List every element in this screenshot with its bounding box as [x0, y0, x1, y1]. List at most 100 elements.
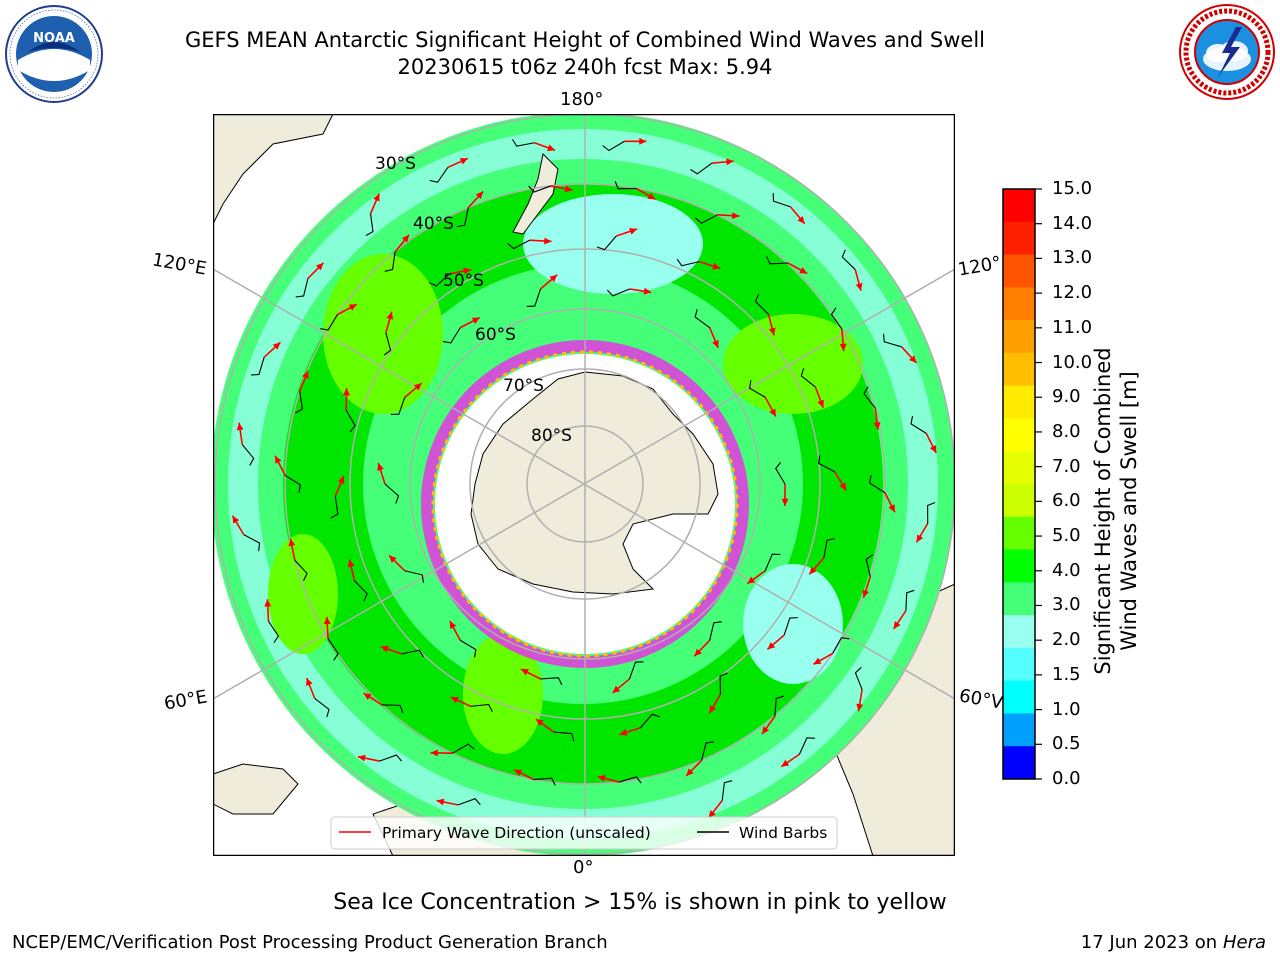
wind-barb: [690, 162, 713, 175]
wind-barb: [383, 332, 392, 356]
colorbar-cell: [1003, 451, 1035, 485]
wave-direction-arrowhead: [377, 463, 384, 471]
wind-barb: [695, 214, 718, 224]
wave-direction-arrowhead: [363, 693, 372, 701]
wind-barb: [883, 333, 902, 348]
wave-calm-region-2: [743, 564, 843, 684]
wave-direction-arrowhead: [873, 422, 881, 430]
colorbar-cell: [1003, 254, 1035, 288]
wave-direction-arrowhead: [856, 703, 864, 712]
wave-direction-arrowhead: [306, 677, 313, 686]
wave-direction-arrowhead: [726, 158, 734, 166]
wind-barb: [540, 677, 563, 686]
wind-barb: [452, 743, 475, 754]
wind-barb: [606, 288, 630, 297]
colorbar-tick-label: 7.0: [1052, 455, 1081, 477]
colorbar-cell: [1003, 418, 1035, 452]
wave-direction-arrowhead: [712, 262, 721, 270]
wind-barb: [345, 409, 356, 433]
wave-direction-arrowhead: [732, 212, 740, 220]
wind-barb: [602, 140, 625, 152]
wave-direction-arrowhead: [475, 191, 484, 200]
wind-barb: [694, 309, 711, 329]
wind-barb: [379, 754, 403, 762]
wind-barb: [719, 672, 728, 695]
wave-direction-arrowhead: [809, 566, 817, 575]
wave-direction-arrowhead: [535, 719, 544, 727]
wave-max-region-2: [463, 634, 543, 754]
wave-direction-arrowhead: [337, 475, 345, 484]
wave-direction-arrowhead: [386, 311, 394, 320]
wave-direction-arrowhead: [449, 621, 457, 630]
wave-direction-arrowhead: [769, 408, 776, 417]
colorbar-tick-label: 3.0: [1052, 594, 1081, 616]
colorbar-tick-label: 12.0: [1052, 282, 1093, 304]
wind-barb: [243, 534, 261, 552]
colorbar-label: Significant Height of Combined Wind Wave…: [1090, 311, 1142, 711]
colorbar-tick-label: 0.5: [1052, 733, 1081, 755]
colorbar-cell: [1003, 221, 1035, 256]
wind-barb: [267, 620, 280, 644]
vector-layer: [231, 137, 937, 819]
wind-barb: [250, 357, 265, 376]
wave-direction-arrowhead: [747, 576, 756, 584]
wind-barb: [320, 314, 338, 331]
wind-barb: [384, 483, 400, 504]
wind-barb: [526, 288, 542, 308]
map-frame: [213, 114, 955, 856]
date-line: 17 Jun 2023 on Hera: [1081, 932, 1266, 953]
wave-direction-arrowhead: [639, 137, 647, 145]
colorbar-cell: [1003, 713, 1035, 747]
wind-barb: [507, 239, 530, 250]
sea-ice-caption: Sea Ice Concentration > 15% is shown in …: [333, 890, 947, 915]
wave-direction-arrowhead: [817, 399, 824, 408]
wave-max-region-1: [323, 254, 443, 414]
wave-direction-arrowhead: [463, 267, 472, 275]
colorbar-cell: [1003, 189, 1035, 223]
legend-label-wave: Primary Wave Direction (unscaled): [382, 824, 651, 842]
wind-barb: [841, 249, 856, 270]
wave-direction-arrowhead: [839, 343, 847, 352]
wave-direction-arrowhead: [315, 262, 324, 271]
wind-barb: [294, 559, 308, 581]
wave-direction-arrowhead: [797, 215, 805, 224]
wave-direction-arrowhead: [916, 534, 924, 543]
colorbar-label-line1: Significant Height of Combined: [1091, 347, 1115, 675]
wave-direction-arrowhead: [544, 237, 552, 245]
land-australia: [214, 115, 334, 224]
wind-barb: [832, 637, 850, 654]
colorbar-tick-label: 1.5: [1052, 663, 1081, 685]
wind-barb: [442, 327, 461, 344]
chart-title: GEFS MEAN Antarctic Significant Height o…: [184, 28, 986, 52]
wind-barb: [774, 695, 785, 717]
wave-direction-arrowhead: [348, 304, 357, 311]
noaa-logo: NOAA: [5, 5, 103, 103]
wind-barb: [401, 649, 425, 658]
wind-barb: [818, 455, 835, 473]
wave-max-region-4: [268, 534, 338, 654]
colorbar-cell: [1003, 352, 1035, 387]
nws-logo: [1179, 4, 1275, 100]
lon-label-lower-left: 60°E: [162, 686, 209, 715]
wave-direction-arrowhead: [813, 657, 822, 665]
wind-barb: [384, 251, 396, 272]
land-madagascar: [214, 763, 299, 815]
wind-barb: [869, 475, 886, 494]
wind-barb: [749, 380, 766, 398]
wind-barb: [709, 621, 722, 641]
wave-direction-arrowhead: [520, 668, 529, 676]
wind-barb: [721, 780, 733, 801]
colorbar-tick-label: 14.0: [1052, 212, 1093, 234]
colorbar-cell: [1003, 320, 1035, 354]
wind-barb: [596, 235, 617, 251]
wind-barb: [533, 777, 556, 786]
wind-barb: [640, 713, 660, 729]
wave-direction-arrowhead: [893, 621, 901, 630]
wave-direction-arrowhead: [564, 185, 573, 193]
wind-barb: [404, 570, 424, 583]
map-legend: Primary Wave Direction (unscaled) Wind B…: [330, 816, 838, 850]
wind-barb: [241, 444, 255, 466]
wave-direction-arrowhead: [373, 193, 380, 202]
wave-direction-arrowhead: [694, 648, 702, 657]
wind-barb: [470, 703, 493, 712]
